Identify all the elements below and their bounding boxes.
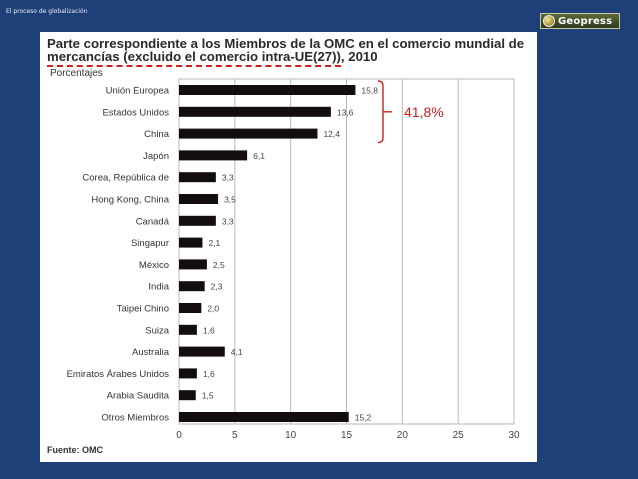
- category-label: Singapur: [131, 238, 169, 249]
- value-label: 3,3: [222, 173, 234, 183]
- chart-title-part3: , 2010: [340, 49, 378, 64]
- category-label: Hong Kong, China: [91, 195, 169, 206]
- bar: [179, 237, 203, 248]
- value-label: 2,5: [213, 260, 225, 270]
- value-label: 3,5: [224, 195, 236, 205]
- bar: [179, 259, 207, 270]
- category-label: Australia: [132, 347, 170, 358]
- value-label: 1,6: [203, 369, 215, 379]
- category-label: México: [139, 260, 169, 271]
- bar: [179, 128, 318, 139]
- category-label: Estados Unidos: [102, 107, 169, 118]
- chart-card: Parte correspondiente a los Miembros de …: [40, 32, 537, 462]
- x-tick-label: 10: [285, 430, 297, 441]
- category-label: Arabia Saudita: [107, 391, 170, 402]
- x-tick-label: 20: [397, 430, 409, 441]
- bar: [179, 303, 202, 313]
- chart-title-part1: Parte correspondiente a los Miembros de …: [47, 36, 525, 51]
- bar: [179, 346, 225, 357]
- chart-title-emphasis: mercancías (excluido el comercio intra-U…: [47, 49, 341, 67]
- category-label: Emiratos Árabes Unidos: [67, 369, 170, 380]
- value-label: 1,6: [203, 325, 215, 335]
- bar: [179, 215, 216, 226]
- bar: [179, 194, 219, 204]
- category-label: Canadá: [136, 216, 170, 227]
- x-tick-label: 25: [453, 430, 465, 441]
- x-tick-label: 0: [176, 430, 182, 441]
- units-label: Porcentajes: [50, 68, 103, 79]
- source-label: Fuente: OMC: [47, 445, 103, 455]
- category-label: China: [144, 129, 170, 140]
- bracket-annotation-label: 41,8%: [404, 104, 444, 120]
- value-label: 2,1: [208, 238, 220, 248]
- value-label: 6,1: [253, 151, 265, 161]
- value-label: 4,1: [231, 347, 243, 357]
- logo-text: Geopress: [558, 15, 613, 27]
- bar: [179, 85, 356, 95]
- bar: [179, 281, 205, 292]
- value-label: 15,2: [355, 413, 372, 423]
- category-label: Unión Europea: [106, 86, 170, 97]
- bar: [179, 106, 331, 117]
- x-tick-label: 15: [341, 430, 353, 441]
- value-label: 12,4: [323, 129, 340, 139]
- category-label: Suiza: [145, 325, 169, 336]
- bar: [179, 412, 349, 422]
- bar: [179, 368, 197, 379]
- value-label: 13,6: [337, 107, 354, 117]
- category-label: Corea, República de: [82, 173, 169, 184]
- category-label: Otros Miembros: [101, 413, 169, 424]
- bar: [179, 390, 196, 401]
- value-label: 3,3: [222, 216, 234, 226]
- bar: [179, 150, 248, 161]
- slide-caption: El proceso de globalización: [6, 8, 88, 15]
- category-label: Taipei Chino: [117, 304, 169, 315]
- bar: [179, 324, 197, 335]
- bar: [179, 172, 216, 183]
- value-label: 1,5: [202, 391, 214, 401]
- category-label: Japón: [143, 151, 169, 162]
- value-label: 2,3: [211, 282, 223, 292]
- x-tick-label: 30: [508, 430, 520, 441]
- x-tick-label: 5: [232, 430, 238, 441]
- bracket-annotation: [377, 80, 392, 144]
- value-label: 15,8: [361, 86, 378, 96]
- value-label: 2,0: [207, 304, 219, 314]
- globe-icon: [543, 15, 555, 27]
- chart-title: Parte correspondiente a los Miembros de …: [47, 36, 531, 67]
- geopress-logo: Geopress: [540, 13, 620, 29]
- bar-chart: 0 5 10 15 20 25 30 Unión Europea 15,8 Estados Uni…: [67, 78, 520, 441]
- category-label: India: [148, 282, 169, 293]
